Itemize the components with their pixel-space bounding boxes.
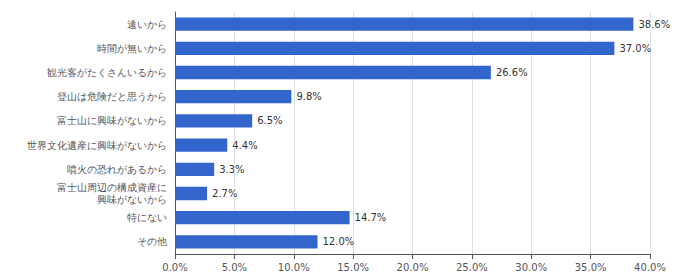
svg-text:40.0%: 40.0% (634, 262, 666, 273)
svg-text:9.8%: 9.8% (296, 91, 321, 102)
svg-text:30.0%: 30.0% (515, 262, 547, 273)
svg-text:3.3%: 3.3% (219, 164, 244, 175)
svg-text:特にない: 特にない (127, 212, 167, 223)
svg-text:0.0%: 0.0% (162, 262, 187, 273)
svg-text:20.0%: 20.0% (397, 262, 429, 273)
svg-text:5.0%: 5.0% (222, 262, 247, 273)
svg-text:26.6%: 26.6% (496, 67, 528, 78)
svg-text:時間が無いから: 時間が無いから (97, 43, 167, 54)
svg-text:世界文化遺産に興味がないから: 世界文化遺産に興味がないから (27, 140, 167, 151)
svg-text:興味がないから: 興味がないから (97, 194, 167, 205)
svg-text:遠いから: 遠いから (127, 19, 167, 30)
svg-text:4.4%: 4.4% (232, 140, 257, 151)
svg-text:37.0%: 37.0% (619, 43, 651, 54)
svg-text:10.0%: 10.0% (278, 262, 310, 273)
svg-text:富士山周辺の構成資産に: 富士山周辺の構成資産に (57, 182, 167, 193)
svg-text:2.7%: 2.7% (212, 188, 237, 199)
svg-text:富士山に興味がないから: 富士山に興味がないから (57, 115, 167, 126)
svg-text:登山は危険だと思うから: 登山は危険だと思うから (57, 91, 167, 102)
svg-text:38.6%: 38.6% (638, 19, 670, 30)
svg-text:14.7%: 14.7% (355, 212, 387, 223)
svg-text:25.0%: 25.0% (456, 262, 488, 273)
svg-text:6.5%: 6.5% (257, 115, 282, 126)
svg-text:その他: その他 (137, 236, 167, 247)
svg-text:15.0%: 15.0% (337, 262, 369, 273)
svg-text:12.0%: 12.0% (323, 236, 355, 247)
svg-text:観光客がたくさんいるから: 観光客がたくさんいるから (47, 67, 167, 78)
svg-text:噴火の恐れがあるから: 噴火の恐れがあるから (67, 164, 167, 175)
svg-text:35.0%: 35.0% (575, 262, 607, 273)
